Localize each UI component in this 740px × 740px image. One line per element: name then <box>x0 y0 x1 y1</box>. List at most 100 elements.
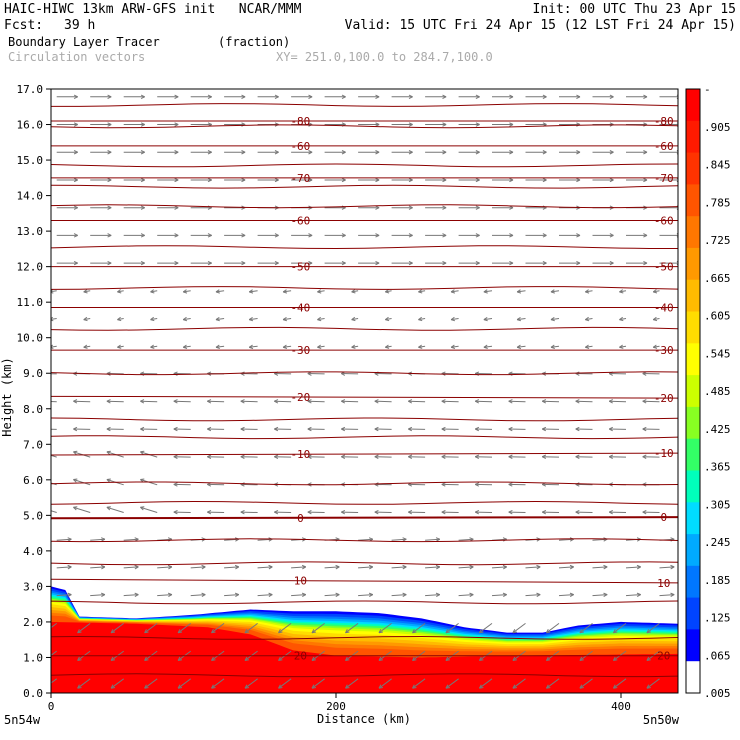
vector-head <box>646 684 650 689</box>
vector-head <box>311 684 315 689</box>
vector-head <box>475 262 480 266</box>
vector-head <box>483 289 488 293</box>
theta-contour <box>51 286 678 290</box>
vector-head <box>375 179 380 183</box>
vector-head <box>73 262 78 266</box>
vector-head <box>274 428 279 432</box>
vector-head <box>613 631 618 634</box>
vector-head <box>402 592 407 596</box>
vector-head <box>351 289 356 293</box>
vector-head <box>83 316 88 321</box>
vector-head <box>408 454 413 458</box>
vector-head <box>351 346 356 349</box>
vector-head <box>375 122 380 125</box>
theta-contour <box>51 435 678 440</box>
vector-head <box>408 262 413 266</box>
vector-head <box>244 656 248 661</box>
vector-head <box>240 373 245 376</box>
vector-head <box>512 629 516 634</box>
y-tick-label: 13.0 <box>17 225 44 238</box>
vector-head <box>173 482 178 485</box>
temp-contour-label: -60 <box>290 214 310 227</box>
vector-shaft <box>215 318 225 321</box>
vector-head <box>341 511 346 515</box>
vector-head <box>442 122 447 125</box>
vector-head <box>608 426 614 430</box>
y-tick-label: 5.0 <box>23 509 43 522</box>
vector-shaft <box>249 345 258 348</box>
colorbar-swatch <box>686 184 700 217</box>
vector-head <box>636 592 641 596</box>
vector-head <box>608 399 614 402</box>
vector-head <box>278 659 283 661</box>
vector-shaft <box>445 678 459 689</box>
field-name: Boundary Layer Tracer <box>8 35 160 49</box>
vector-head <box>140 260 145 264</box>
vector-head <box>101 594 106 598</box>
vector-shaft <box>51 318 57 320</box>
vector-head <box>542 233 547 236</box>
vector-head <box>508 426 513 430</box>
vector-shaft <box>274 400 292 403</box>
vector-shaft <box>625 594 641 597</box>
vector-head <box>150 346 155 349</box>
vector-head <box>478 684 482 689</box>
vector-head <box>274 177 279 181</box>
vector-head <box>541 483 547 487</box>
vector-head <box>474 511 480 515</box>
vector-head <box>575 373 580 376</box>
vector-head <box>408 511 413 515</box>
temp-contour-label: -40 <box>654 302 674 315</box>
vector-head <box>341 456 346 459</box>
vector-head <box>215 319 220 322</box>
vector-head <box>469 537 474 540</box>
vector-head <box>207 260 212 264</box>
vector-head <box>341 373 346 376</box>
vector-head <box>475 151 480 155</box>
vector-head <box>341 179 346 183</box>
vector-head <box>140 179 145 183</box>
vector-head <box>579 684 583 689</box>
y-tick-label: 1.0 <box>23 651 43 664</box>
vector-head <box>240 456 245 459</box>
y-tick-label: 12.0 <box>17 261 44 274</box>
vector-head <box>603 592 608 596</box>
vector-head <box>408 122 413 125</box>
vector-head <box>643 233 648 236</box>
vector-head <box>603 594 608 598</box>
vector-head <box>140 177 145 181</box>
colorbar-swatch <box>686 597 700 630</box>
vector-head <box>408 94 413 98</box>
vector-head <box>140 478 145 480</box>
vector-head <box>441 371 446 374</box>
vector-shaft <box>317 345 325 348</box>
vector-head <box>211 631 216 634</box>
vector-head <box>550 319 555 322</box>
colorbar-swatch <box>686 629 700 662</box>
vector-head <box>341 177 346 181</box>
theta-contour <box>51 481 678 486</box>
vector-shaft <box>483 290 493 293</box>
vector-head <box>278 656 281 661</box>
vector-head <box>274 234 279 238</box>
vector-head <box>545 629 549 634</box>
vector-head <box>608 428 613 432</box>
vector-head <box>670 566 675 570</box>
vector-head <box>408 428 413 432</box>
vector-head <box>576 262 581 266</box>
vector-head <box>408 399 413 402</box>
vector-head <box>475 399 480 402</box>
vector-head <box>469 594 474 598</box>
vector-head <box>608 511 613 515</box>
vector-head <box>174 260 179 264</box>
vector-head <box>509 177 514 181</box>
vector-head <box>508 482 513 485</box>
vector-head <box>385 316 389 321</box>
vector-shaft <box>441 400 459 403</box>
vector-head <box>106 450 111 453</box>
vector-head <box>550 289 555 293</box>
temp-contour-label: -70 <box>654 172 674 185</box>
vector-head <box>117 344 121 348</box>
vector-head <box>652 316 657 321</box>
vector-head <box>509 96 514 100</box>
